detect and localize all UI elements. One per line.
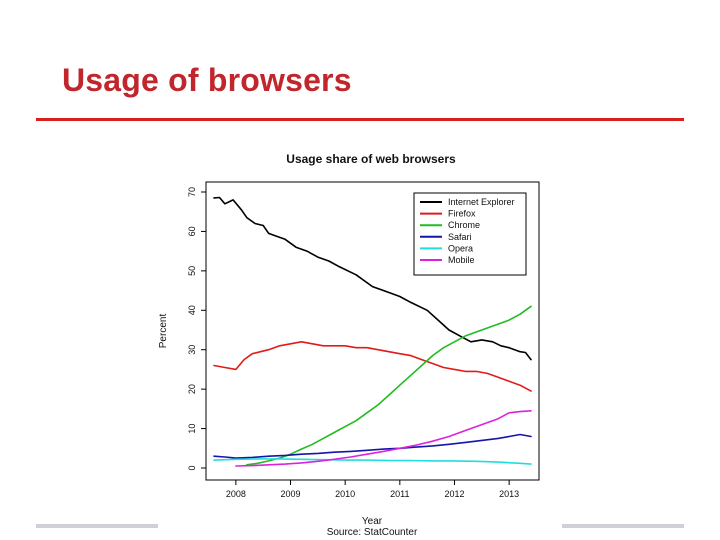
slide-title: Usage of browsers xyxy=(62,62,352,98)
x-tick-label: 2011 xyxy=(390,489,409,499)
y-tick-label: 10 xyxy=(187,424,197,434)
series-line-firefox xyxy=(213,340,532,392)
series-line-internet-explorer xyxy=(213,196,532,361)
y-axis: 0 10 20 30 40 50 60 70 xyxy=(187,187,206,471)
x-tick-label: 2013 xyxy=(499,489,519,499)
legend-label-opera: Opera xyxy=(448,243,473,253)
series-group xyxy=(213,196,532,467)
series-line-chrome xyxy=(246,305,532,466)
title-divider xyxy=(36,118,684,121)
footer-bar-right xyxy=(562,524,684,528)
y-tick-label: 70 xyxy=(187,187,197,197)
legend-label-firefox: Firefox xyxy=(448,209,476,219)
series-line-opera xyxy=(213,458,532,465)
legend-label-mobile: Mobile xyxy=(448,255,475,265)
series-line-mobile xyxy=(235,409,532,467)
footer-bar-left xyxy=(36,524,158,528)
chart-title: Usage share of web browsers xyxy=(286,152,456,166)
series-line-safari xyxy=(213,433,532,459)
legend-label-internet-explorer: Internet Explorer xyxy=(448,197,515,207)
x-tick-label: 2012 xyxy=(444,489,464,499)
y-axis-label: Percent xyxy=(158,314,169,349)
x-tick-label: 2009 xyxy=(281,489,301,499)
legend-label-chrome: Chrome xyxy=(448,220,480,230)
y-tick-label: 20 xyxy=(187,384,197,394)
y-tick-label: 40 xyxy=(187,305,197,315)
x-axis-label: Year xyxy=(362,516,383,527)
y-tick-label: 0 xyxy=(187,465,197,470)
y-tick-label: 60 xyxy=(187,226,197,236)
x-tick-label: 2010 xyxy=(335,489,355,499)
chart-source-caption: Source: StatCounter xyxy=(327,527,418,538)
x-tick-label: 2008 xyxy=(226,489,246,499)
x-axis: 2008 2009 2010 2011 2012 2013 xyxy=(226,480,519,499)
legend-box xyxy=(413,192,527,276)
y-tick-label: 30 xyxy=(187,345,197,355)
legend-label-safari: Safari xyxy=(448,232,472,242)
y-tick-label: 50 xyxy=(187,266,197,276)
plot-frame xyxy=(205,181,540,481)
